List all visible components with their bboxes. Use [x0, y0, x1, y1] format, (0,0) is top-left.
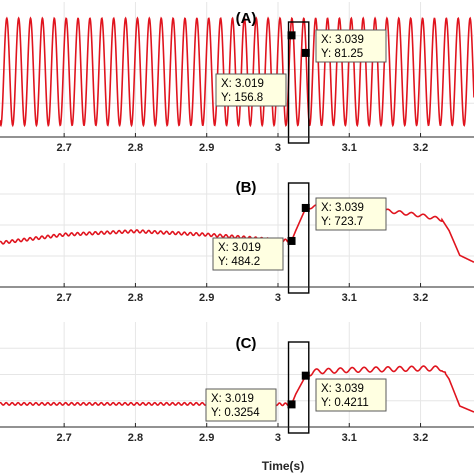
x-tick-label: 2.9 — [199, 142, 214, 154]
datatip-box — [315, 197, 387, 231]
panel-label: (C) — [236, 335, 257, 352]
x-tick-label: 2.9 — [199, 292, 214, 304]
datatip-x: X: 3.039 — [321, 202, 364, 214]
panel-label: (A) — [236, 10, 257, 27]
datatip-x: X: 3.019 — [211, 393, 254, 405]
x-tick-label: 2.9 — [199, 432, 214, 444]
datatip-box — [205, 388, 277, 422]
datatip: X: 3.039 Y: 723.7 — [315, 197, 387, 231]
datatip: X: 3.019 Y: 0.3254 — [205, 388, 277, 422]
datatip: X: 3.019 Y: 484.2 — [212, 237, 284, 271]
x-tick-label: 3.1 — [342, 432, 357, 444]
datatip-marker — [287, 31, 296, 40]
x-tick-label: 3.2 — [413, 292, 428, 304]
datatip-marker — [301, 203, 310, 212]
datatip-y: Y: 0.4211 — [321, 397, 369, 409]
datatip-x: X: 3.039 — [321, 383, 364, 395]
datatip-y: Y: 723.7 — [321, 216, 363, 228]
x-tick-label: 3 — [275, 432, 281, 444]
highlight-window — [287, 341, 310, 434]
x-tick-label: 3.2 — [413, 432, 428, 444]
x-tick-label: 2.8 — [128, 142, 143, 154]
x-tick-label: 2.8 — [128, 292, 143, 304]
datatip-box — [215, 73, 287, 107]
grid — [0, 322, 474, 427]
datatip: X: 3.039 Y: 0.4211 — [315, 378, 387, 412]
datatip-y: Y: 484.2 — [218, 256, 260, 268]
datatip: X: 3.039 Y: 81.25 — [315, 29, 387, 63]
x-tick-label: 2.7 — [57, 432, 72, 444]
x-tick-label: 3 — [275, 292, 281, 304]
datatip-box — [315, 378, 387, 412]
panel-label: (B) — [236, 179, 257, 196]
series-line — [0, 16, 474, 128]
datatip-x: X: 3.019 — [218, 242, 261, 254]
x-tick-label: 2.7 — [57, 142, 72, 154]
datatip: X: 3.019 Y: 156.8 — [215, 73, 287, 107]
series-line — [0, 204, 474, 263]
datatip-box — [212, 237, 284, 271]
datatip-marker — [287, 236, 296, 245]
x-tick-label: 3.2 — [413, 142, 428, 154]
x-tick-label: 3.1 — [342, 142, 357, 154]
datatip-y: Y: 0.3254 — [211, 407, 260, 419]
x-tick-label: 2.8 — [128, 432, 143, 444]
datatip-box — [315, 29, 387, 63]
datatip-marker — [287, 400, 296, 409]
datatip-x: X: 3.019 — [221, 78, 264, 90]
x-tick-label: 2.7 — [57, 292, 72, 304]
datatip-marker — [301, 371, 310, 380]
datatip-marker — [301, 48, 310, 57]
datatip-y: Y: 156.8 — [221, 92, 263, 104]
highlight-window — [287, 21, 310, 144]
x-tick-label: 3.1 — [342, 292, 357, 304]
x-axis-label: Time(s) — [262, 459, 304, 473]
datatip-y: Y: 81.25 — [321, 48, 363, 60]
datatip-x: X: 3.039 — [321, 34, 364, 46]
x-tick-label: 3 — [275, 142, 281, 154]
